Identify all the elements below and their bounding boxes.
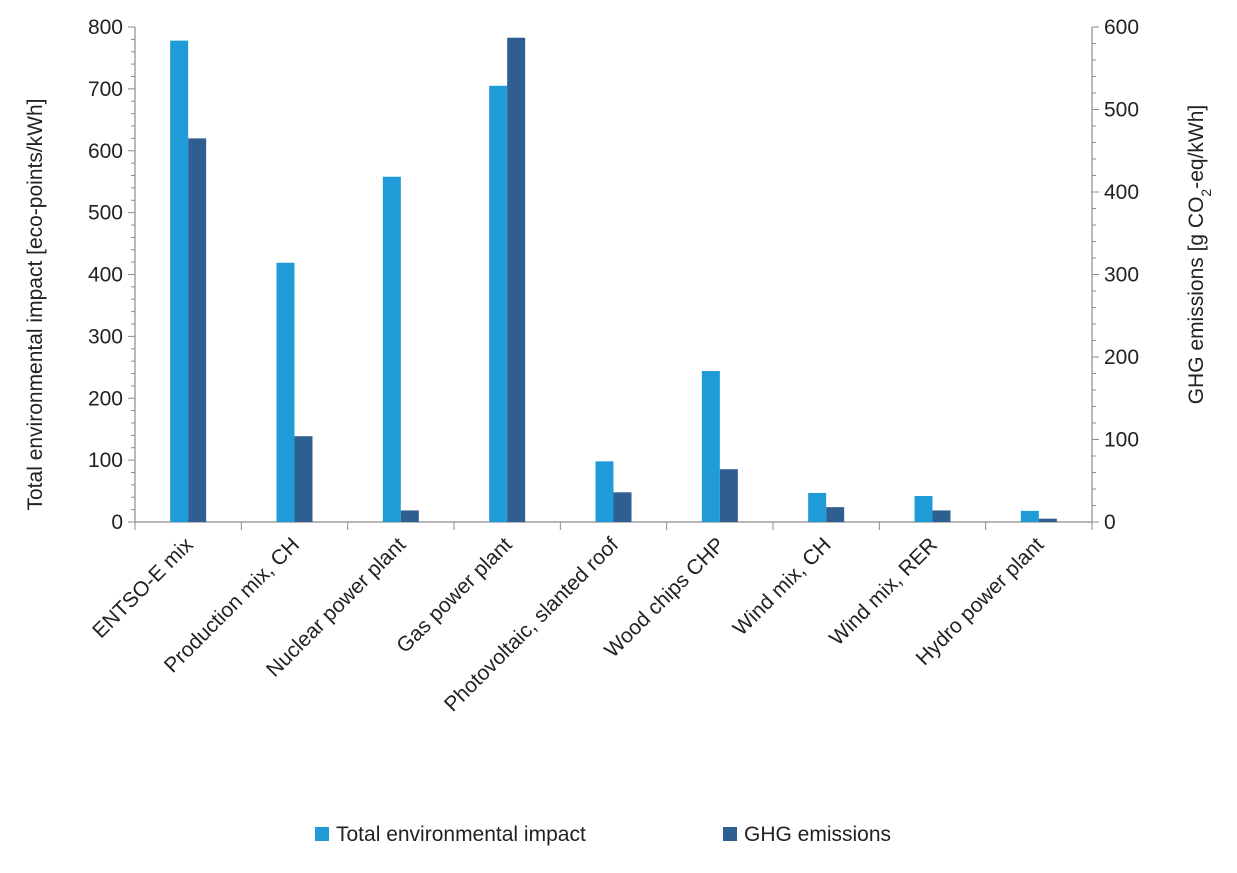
- legend-swatch-ghg-emissions: [723, 827, 737, 841]
- x-category-label: Wind mix, RER: [825, 533, 942, 650]
- bars: [170, 37, 1057, 523]
- bar-total-environmental-impact: [701, 371, 720, 522]
- bar-ghg-emissions: [826, 507, 845, 522]
- bar-total-environmental-impact: [382, 176, 401, 523]
- left-axis-title: Total environmental impact [eco-points/k…: [24, 98, 47, 510]
- bar-ghg-emissions: [188, 138, 207, 522]
- bar-total-environmental-impact: [808, 492, 827, 522]
- bar-ghg-emissions: [1038, 518, 1057, 522]
- bar-total-environmental-impact: [914, 496, 933, 522]
- left-tick-label: 600: [88, 140, 123, 163]
- right-tick-label: 500: [1104, 99, 1139, 122]
- right-tick-label: 300: [1104, 264, 1139, 287]
- bar-ghg-emissions: [719, 469, 738, 522]
- left-tick-label: 700: [88, 78, 123, 101]
- left-tick-label: 300: [88, 325, 123, 348]
- x-category-label: ENTSO-E mix: [88, 533, 198, 643]
- left-tick-label: 0: [111, 511, 123, 534]
- right-axis-title-suffix: -eq/kWh]: [1185, 105, 1208, 189]
- left-tick-label: 800: [88, 16, 123, 39]
- legend: Total environmental impact GHG emissions: [315, 823, 891, 846]
- bar-ghg-emissions: [932, 510, 951, 522]
- bar-ghg-emissions: [613, 492, 632, 522]
- x-category-label: Wind mix, CH: [729, 533, 836, 640]
- right-tick-label: 0: [1104, 511, 1116, 534]
- bar-total-environmental-impact: [489, 85, 508, 522]
- right-tick-label: 400: [1104, 181, 1139, 204]
- bar-total-environmental-impact: [1020, 510, 1039, 522]
- left-tick-label: 500: [88, 202, 123, 225]
- bar-total-environmental-impact: [595, 461, 614, 522]
- legend-swatch-total-environmental-impact: [315, 827, 329, 841]
- x-category-label: Gas power plant: [392, 533, 517, 658]
- x-category-label: Photovoltaic, slanted roof: [440, 533, 623, 716]
- right-axis-title-prefix: GHG emissions [g CO: [1185, 197, 1208, 405]
- bar-ghg-emissions: [507, 37, 526, 522]
- axes: [128, 26, 1099, 530]
- bar-total-environmental-impact: [276, 262, 295, 522]
- left-tick-label: 400: [88, 264, 123, 287]
- legend-label-total-environmental-impact: Total environmental impact: [336, 823, 586, 846]
- right-tick-label: 100: [1104, 429, 1139, 452]
- bar-ghg-emissions: [294, 436, 313, 522]
- left-tick-label: 200: [88, 387, 123, 410]
- legend-label-ghg-emissions: GHG emissions: [744, 823, 891, 846]
- right-tick-label: 600: [1104, 16, 1139, 39]
- left-tick-label: 100: [88, 449, 123, 472]
- right-axis-title: GHG emissions [g CO2-eq/kWh]: [1185, 105, 1214, 405]
- bar-total-environmental-impact: [170, 40, 189, 523]
- right-axis-title-subscript: 2: [1198, 189, 1214, 197]
- bar-ghg-emissions: [400, 510, 419, 522]
- right-tick-label: 200: [1104, 346, 1139, 369]
